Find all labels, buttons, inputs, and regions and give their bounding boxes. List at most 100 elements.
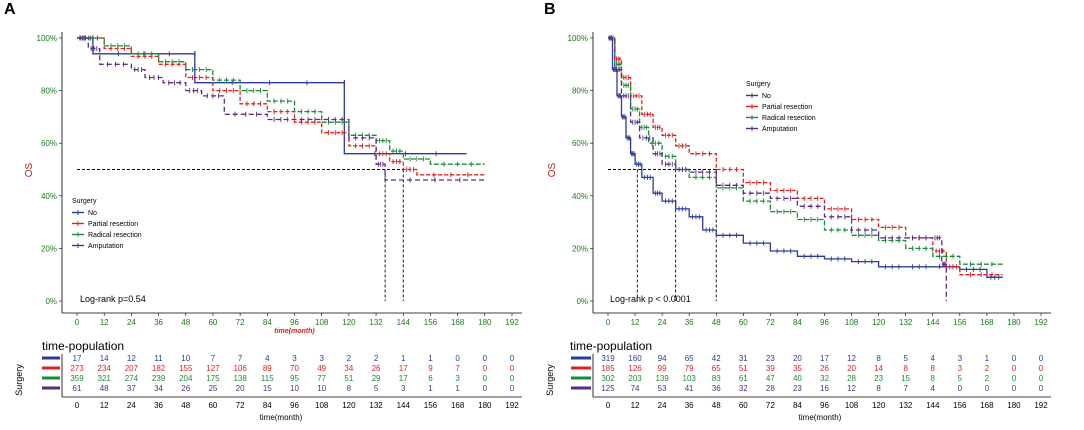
risk-table-cell: 23 — [766, 354, 775, 363]
risk-table-x-title: time(month) — [799, 413, 842, 422]
legend-title: Surgery — [746, 81, 771, 88]
risk-table-cell: 127 — [206, 364, 220, 373]
risk-table-cell: 16 — [820, 384, 829, 393]
legend: Surgery No Partial resection Radical resect… — [72, 198, 142, 250]
risk-table-cell: 0 — [510, 364, 515, 373]
risk-table-cell: 94 — [658, 354, 667, 363]
risk-table-cell: 39 — [766, 364, 775, 373]
risk-table-cell: 204 — [179, 374, 193, 383]
risk-table-x-tick: 180 — [1007, 401, 1021, 410]
risk-table-cell: 31 — [739, 354, 748, 363]
risk-table-cell: 41 — [685, 384, 694, 393]
risk-table-cell: 139 — [655, 374, 669, 383]
risk-table-x-tick: 156 — [424, 401, 438, 410]
y-tick-label: 80% — [41, 87, 57, 96]
risk-table-cell: 17 — [399, 374, 408, 383]
risk-table-x-tick: 84 — [263, 401, 272, 410]
x-tick-label: 132 — [369, 318, 383, 327]
risk-table-cell: 0 — [455, 354, 460, 363]
risk-table-cell: 273 — [70, 364, 84, 373]
legend-label: Amputation — [762, 126, 798, 133]
risk-table-cell: 1 — [428, 384, 433, 393]
legend-title: Surgery — [72, 198, 97, 205]
risk-table-cell: 274 — [125, 374, 139, 383]
legend-label: Partial resection — [88, 221, 138, 228]
risk-table-cell: 23 — [793, 384, 802, 393]
risk-table-cell: 37 — [127, 384, 136, 393]
risk-table-x-tick: 96 — [290, 401, 299, 410]
risk-table-cell: 4 — [265, 354, 270, 363]
y-tick-label: 40% — [41, 192, 57, 201]
risk-table-x-tick: 120 — [872, 401, 886, 410]
y-tick-label: 20% — [41, 244, 57, 253]
risk-table-x-tick: 144 — [397, 401, 411, 410]
risk-table-cell: 51 — [739, 364, 748, 373]
series-partial-resection — [77, 35, 485, 178]
y-tick-label: 100% — [37, 34, 57, 43]
risk-table-cell: 10 — [181, 354, 190, 363]
panel-letter: A — [4, 1, 16, 18]
risk-table-cell: 5 — [958, 374, 963, 383]
risk-table-cell: 12 — [847, 384, 856, 393]
risk-table-cell: 12 — [847, 354, 856, 363]
x-tick-label: 48 — [181, 318, 190, 327]
risk-table-cell: 32 — [739, 384, 748, 393]
risk-table-cell: 203 — [628, 374, 642, 383]
x-tick-label: 120 — [872, 318, 886, 327]
risk-table-cell: 0 — [1039, 384, 1044, 393]
risk-table-cell: 239 — [152, 374, 166, 383]
risk-table-cell: 125 — [601, 384, 615, 393]
x-tick-label: 24 — [127, 318, 136, 327]
risk-table-cell: 2 — [985, 374, 990, 383]
risk-table-cell: 7 — [455, 364, 460, 373]
risk-table-cell: 106 — [233, 364, 247, 373]
x-tick-label: 0 — [606, 318, 611, 327]
risk-table-cell: 95 — [290, 374, 299, 383]
risk-table-x-tick: 48 — [181, 401, 190, 410]
risk-table-cell: 319 — [601, 354, 615, 363]
risk-table-cell: 83 — [712, 374, 721, 383]
risk-table-cell: 1 — [455, 384, 460, 393]
risk-table-cell: 51 — [344, 374, 353, 383]
risk-table-x-tick: 0 — [606, 401, 611, 410]
x-tick-label: 0 — [75, 318, 80, 327]
risk-table-x-tick: 24 — [127, 401, 136, 410]
x-axis-title: time(month) — [274, 328, 315, 335]
y-tick-label: 100% — [568, 34, 588, 43]
legend-label: Partial resection — [762, 104, 812, 111]
risk-table-cell: 0 — [1012, 374, 1017, 383]
risk-table-cell: 175 — [206, 374, 220, 383]
risk-table-cell: 8 — [931, 364, 936, 373]
risk-table-cell: 5 — [374, 384, 379, 393]
y-tick-label: 0% — [45, 297, 57, 306]
risk-table-cell: 138 — [233, 374, 247, 383]
x-tick-label: 180 — [478, 318, 492, 327]
risk-table-title: time-population — [42, 339, 124, 353]
x-tick-label: 96 — [820, 318, 829, 327]
risk-table-cell: 26 — [372, 364, 381, 373]
risk-table-x-tick: 36 — [154, 401, 163, 410]
series-amputation — [77, 35, 485, 183]
risk-table-cell: 42 — [712, 354, 721, 363]
risk-table-cell: 6 — [428, 374, 433, 383]
legend-label: Radical resection — [88, 232, 142, 239]
risk-table-cell: 47 — [766, 374, 775, 383]
risk-table-cell: 234 — [98, 364, 112, 373]
risk-table-x-tick: 144 — [926, 401, 940, 410]
risk-table-x-tick: 0 — [75, 401, 80, 410]
risk-table-cell: 126 — [628, 364, 642, 373]
risk-table-cell: 34 — [344, 364, 353, 373]
risk-table-cell: 89 — [263, 364, 272, 373]
risk-table-cell: 65 — [712, 364, 721, 373]
risk-table-cell: 115 — [261, 374, 274, 383]
panel-b: B0%20%40%60%80%100%0 12 24 36 48 60 72 84 96 108 1… — [544, 1, 1051, 422]
risk-table-x-tick: 96 — [820, 401, 829, 410]
risk-table-cell: 0 — [510, 354, 515, 363]
risk-table-x-tick: 72 — [236, 401, 245, 410]
risk-table-cell: 79 — [685, 364, 694, 373]
log-rank-annotation: Log-rank p < 0.0001 — [610, 294, 691, 304]
x-tick-label: 168 — [451, 318, 465, 327]
legend-label: No — [88, 210, 97, 217]
x-tick-label: 72 — [236, 318, 245, 327]
